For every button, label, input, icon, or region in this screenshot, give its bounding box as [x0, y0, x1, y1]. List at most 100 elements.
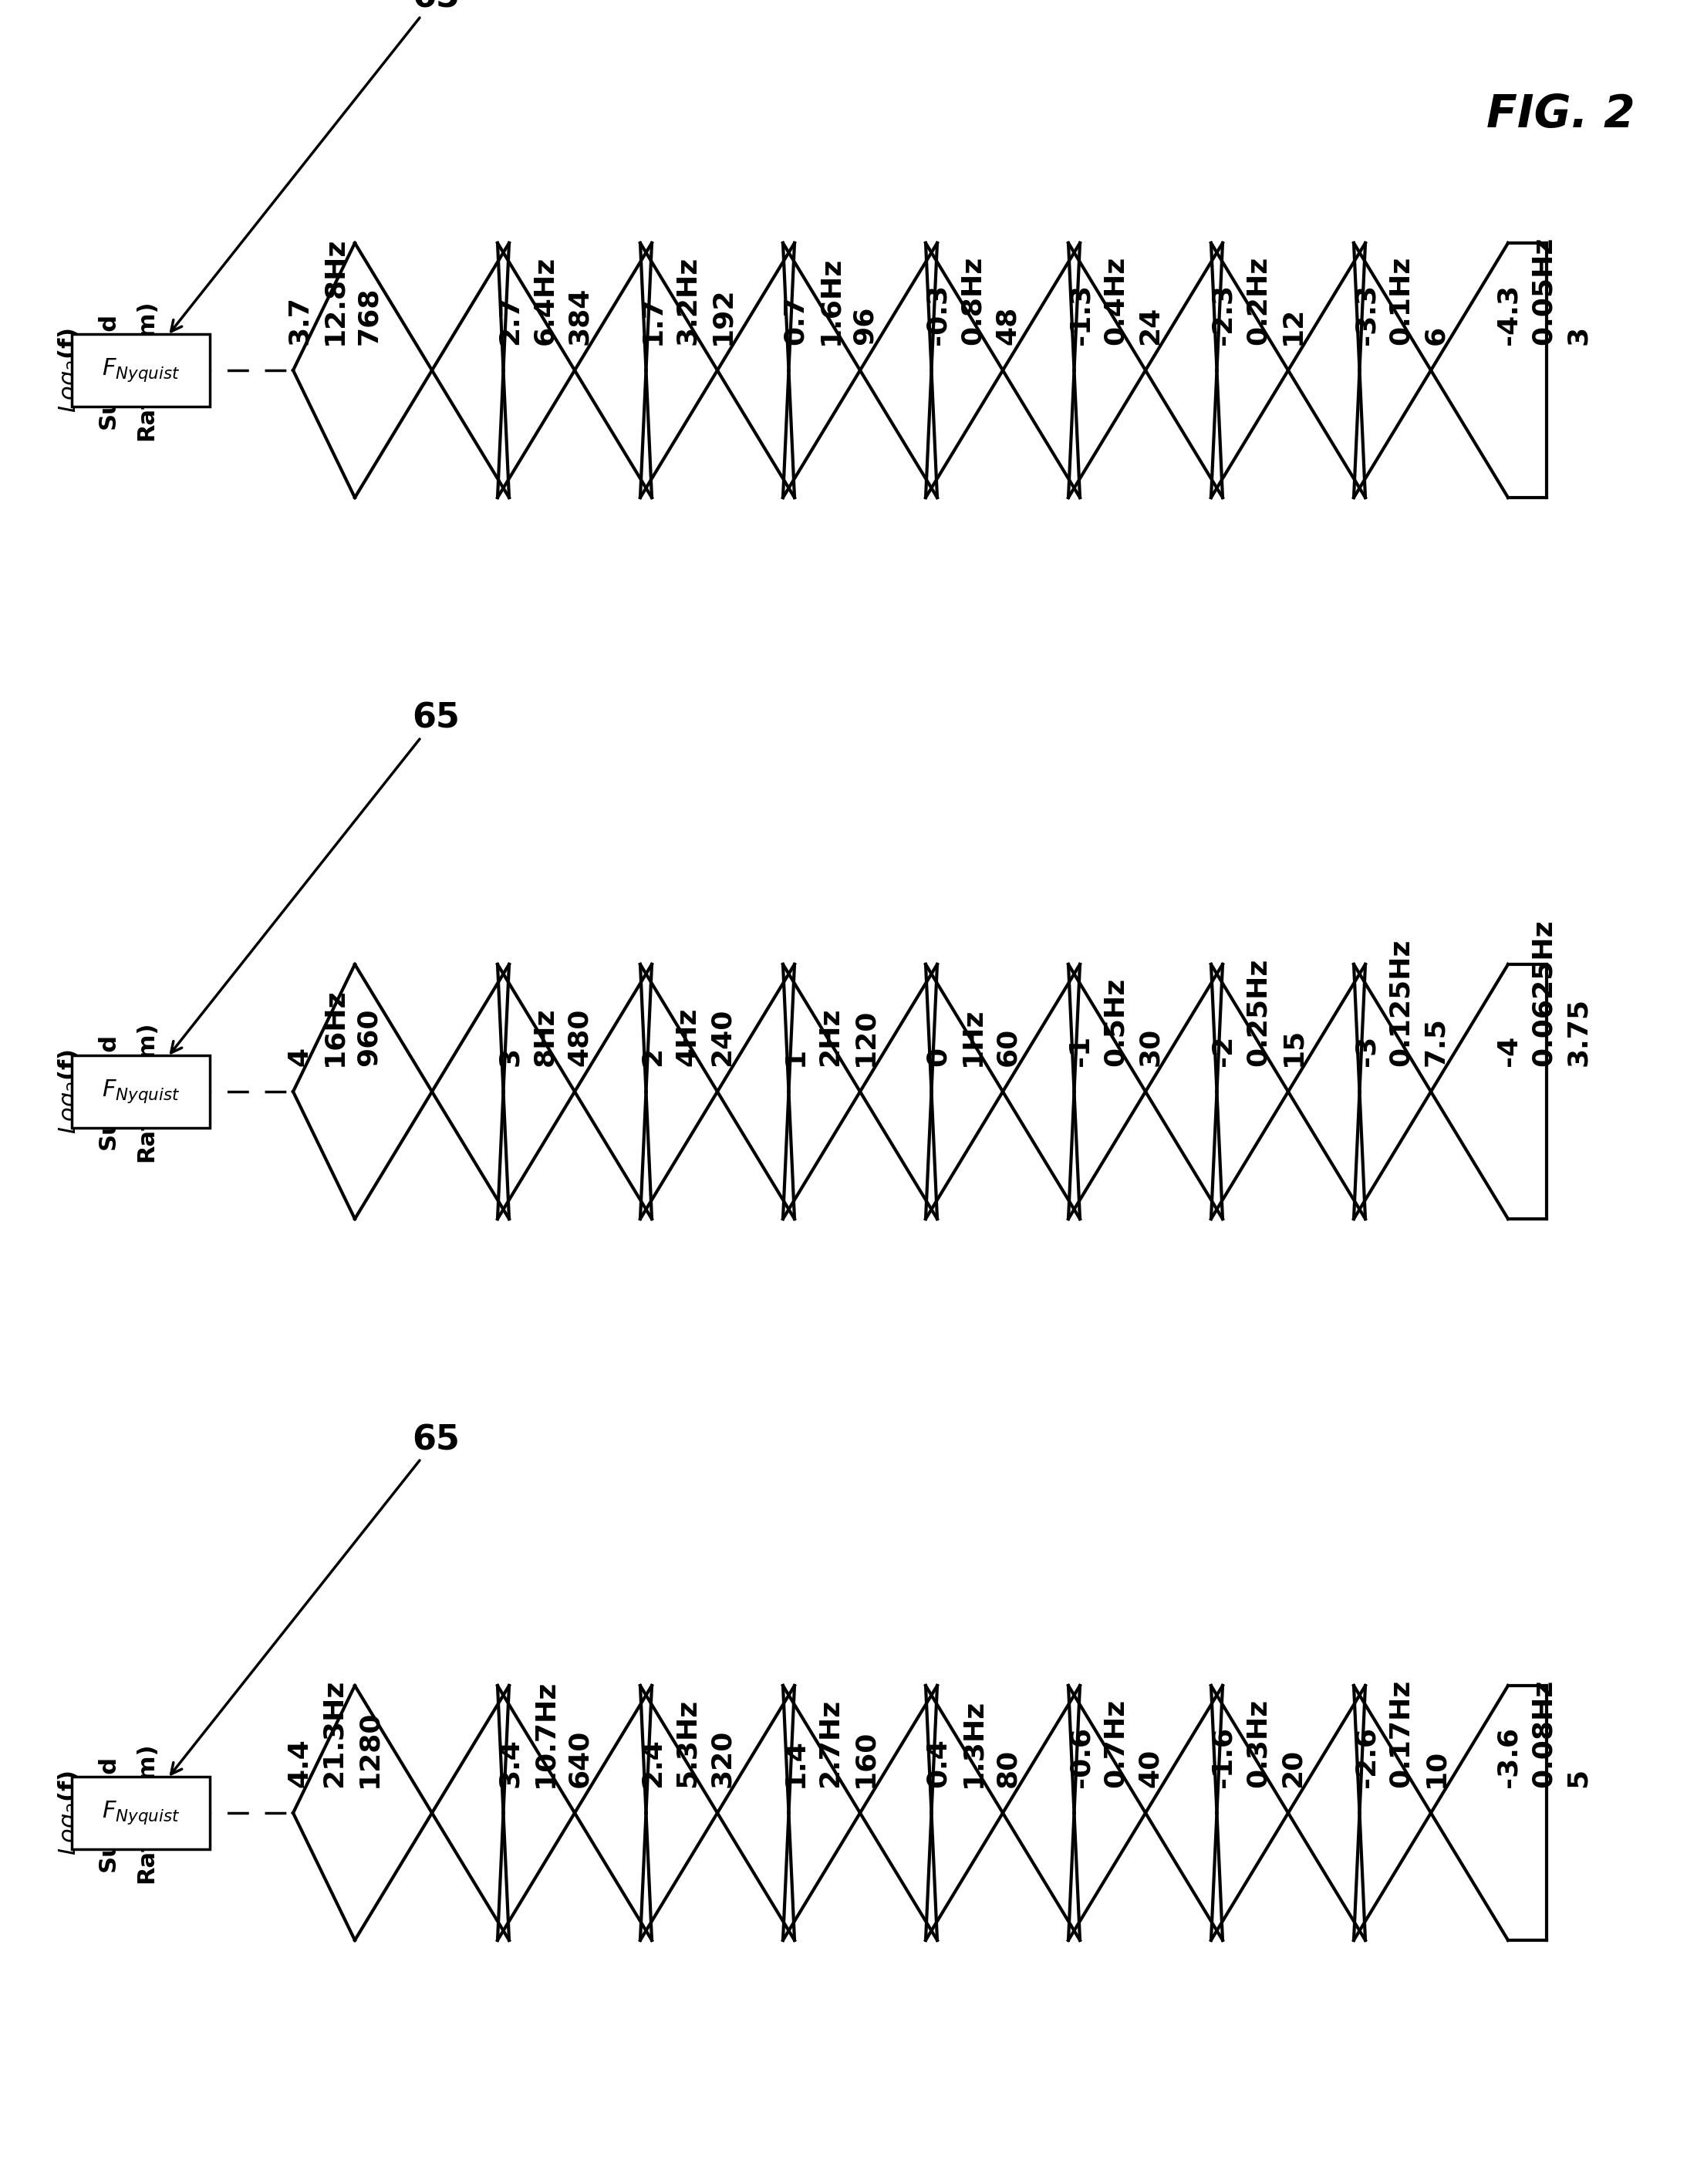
Text: 65: 65 — [170, 1424, 459, 1773]
Text: 3: 3 — [1566, 325, 1591, 345]
Text: 768: 768 — [356, 286, 381, 345]
FancyBboxPatch shape — [73, 334, 209, 406]
Text: 0.5Hz: 0.5Hz — [1102, 976, 1129, 1066]
Text: 1: 1 — [783, 1046, 808, 1066]
Text: 192: 192 — [709, 286, 736, 345]
Text: 7.5: 7.5 — [1422, 1018, 1449, 1066]
Text: Rate(bpm): Rate(bpm) — [135, 1743, 159, 1883]
Text: 320: 320 — [709, 1730, 736, 1787]
Text: 0.17Hz: 0.17Hz — [1388, 1679, 1414, 1787]
Text: Subband: Subband — [96, 312, 120, 428]
Text: 2: 2 — [639, 1046, 666, 1066]
Text: $F_{Nyquist}$: $F_{Nyquist}$ — [101, 1079, 181, 1105]
Text: 0.08Hz: 0.08Hz — [1530, 1679, 1557, 1787]
Text: -3: -3 — [1353, 1035, 1380, 1066]
Text: -2: -2 — [1210, 1035, 1237, 1066]
Text: -4.3: -4.3 — [1496, 284, 1522, 345]
Text: 0.8Hz: 0.8Hz — [960, 256, 985, 345]
Text: 0.7Hz: 0.7Hz — [1102, 1699, 1129, 1787]
FancyBboxPatch shape — [73, 1055, 209, 1127]
Text: Rate(bpm): Rate(bpm) — [135, 299, 159, 441]
Text: 1.6Hz: 1.6Hz — [817, 256, 844, 345]
Text: 2.4: 2.4 — [639, 1738, 666, 1787]
Text: -1.3: -1.3 — [1068, 284, 1093, 345]
Text: 4.4: 4.4 — [287, 1738, 312, 1787]
Text: 30: 30 — [1137, 1026, 1164, 1066]
Text: 120: 120 — [852, 1009, 877, 1066]
Text: 0.25Hz: 0.25Hz — [1245, 959, 1272, 1066]
Text: 12: 12 — [1280, 306, 1306, 345]
Text: 40: 40 — [1137, 1749, 1164, 1787]
Text: 160: 160 — [852, 1730, 877, 1787]
Text: 4Hz: 4Hz — [675, 1007, 700, 1066]
Text: 0.05Hz: 0.05Hz — [1530, 236, 1557, 345]
Text: 60: 60 — [994, 1026, 1021, 1066]
Text: 96: 96 — [852, 306, 877, 345]
Text: $F_{Nyquist}$: $F_{Nyquist}$ — [101, 1800, 181, 1826]
Text: 5.3Hz: 5.3Hz — [675, 1699, 700, 1787]
Text: -3.6: -3.6 — [1496, 1728, 1522, 1787]
Text: 20: 20 — [1280, 1749, 1306, 1787]
Text: 80: 80 — [994, 1749, 1021, 1787]
Text: 10: 10 — [1422, 1749, 1449, 1787]
Text: FIG. 2: FIG. 2 — [1486, 92, 1635, 138]
Text: 2.7: 2.7 — [496, 295, 523, 345]
Text: 3.4: 3.4 — [496, 1738, 523, 1787]
Text: 2Hz: 2Hz — [817, 1007, 844, 1066]
Text: 480: 480 — [567, 1009, 592, 1066]
Text: 21.3Hz: 21.3Hz — [321, 1679, 348, 1787]
Text: 384: 384 — [567, 286, 592, 345]
Text: -2.3: -2.3 — [1210, 284, 1237, 345]
Text: 5: 5 — [1566, 1769, 1591, 1787]
Text: 3.75: 3.75 — [1566, 998, 1591, 1066]
Text: -2.6: -2.6 — [1353, 1728, 1380, 1787]
Text: 4: 4 — [287, 1046, 312, 1066]
Text: 1280: 1280 — [356, 1710, 381, 1787]
Text: 1Hz: 1Hz — [960, 1007, 985, 1066]
FancyBboxPatch shape — [73, 1776, 209, 1850]
Text: 24: 24 — [1137, 306, 1164, 345]
Text: -0.3: -0.3 — [924, 284, 951, 345]
Text: 16Hz: 16Hz — [321, 987, 348, 1066]
Text: 1.7: 1.7 — [639, 295, 666, 345]
Text: 0: 0 — [924, 1046, 951, 1066]
Text: 1.4: 1.4 — [783, 1738, 808, 1787]
Text: 3.2Hz: 3.2Hz — [675, 256, 700, 345]
Text: 0.1Hz: 0.1Hz — [1388, 256, 1414, 345]
Text: 3.7: 3.7 — [287, 295, 312, 345]
Text: $Log_2$(f): $Log_2$(f) — [57, 1771, 83, 1856]
Text: 3: 3 — [496, 1046, 523, 1066]
Text: 48: 48 — [994, 306, 1021, 345]
Text: 2.7Hz: 2.7Hz — [817, 1699, 844, 1787]
Text: Rate(bpm): Rate(bpm) — [135, 1022, 159, 1162]
Text: 65: 65 — [170, 0, 459, 332]
Text: 0.4: 0.4 — [924, 1738, 951, 1787]
Text: 0.125Hz: 0.125Hz — [1388, 939, 1414, 1066]
Text: $Log_2$(f): $Log_2$(f) — [57, 1048, 83, 1133]
Text: $Log_2$(f): $Log_2$(f) — [57, 328, 83, 413]
Text: 0.4Hz: 0.4Hz — [1102, 256, 1129, 345]
Text: -3.3: -3.3 — [1353, 284, 1380, 345]
Text: 0.2Hz: 0.2Hz — [1245, 256, 1272, 345]
Text: $F_{Nyquist}$: $F_{Nyquist}$ — [101, 356, 181, 384]
Text: -1: -1 — [1068, 1035, 1093, 1066]
Text: 6.4Hz: 6.4Hz — [531, 256, 558, 345]
Text: 6: 6 — [1422, 325, 1449, 345]
Text: 1.3Hz: 1.3Hz — [960, 1699, 985, 1787]
Text: 0.7: 0.7 — [783, 295, 808, 345]
Text: 0.0625Hz: 0.0625Hz — [1530, 919, 1557, 1066]
Text: 640: 640 — [567, 1730, 592, 1787]
Text: Subband: Subband — [96, 1754, 120, 1872]
Text: 65: 65 — [170, 701, 459, 1053]
Text: 0.3Hz: 0.3Hz — [1245, 1699, 1272, 1787]
Text: -1.6: -1.6 — [1210, 1728, 1237, 1787]
Text: Subband: Subband — [96, 1033, 120, 1149]
Text: 10.7Hz: 10.7Hz — [531, 1679, 558, 1787]
Text: 8Hz: 8Hz — [531, 1007, 558, 1066]
Text: 960: 960 — [356, 1007, 381, 1066]
Text: 12.8Hz: 12.8Hz — [321, 236, 348, 345]
Text: 15: 15 — [1280, 1026, 1306, 1066]
Text: -4: -4 — [1496, 1035, 1522, 1066]
Text: 240: 240 — [709, 1009, 736, 1066]
Text: -0.6: -0.6 — [1068, 1728, 1093, 1787]
